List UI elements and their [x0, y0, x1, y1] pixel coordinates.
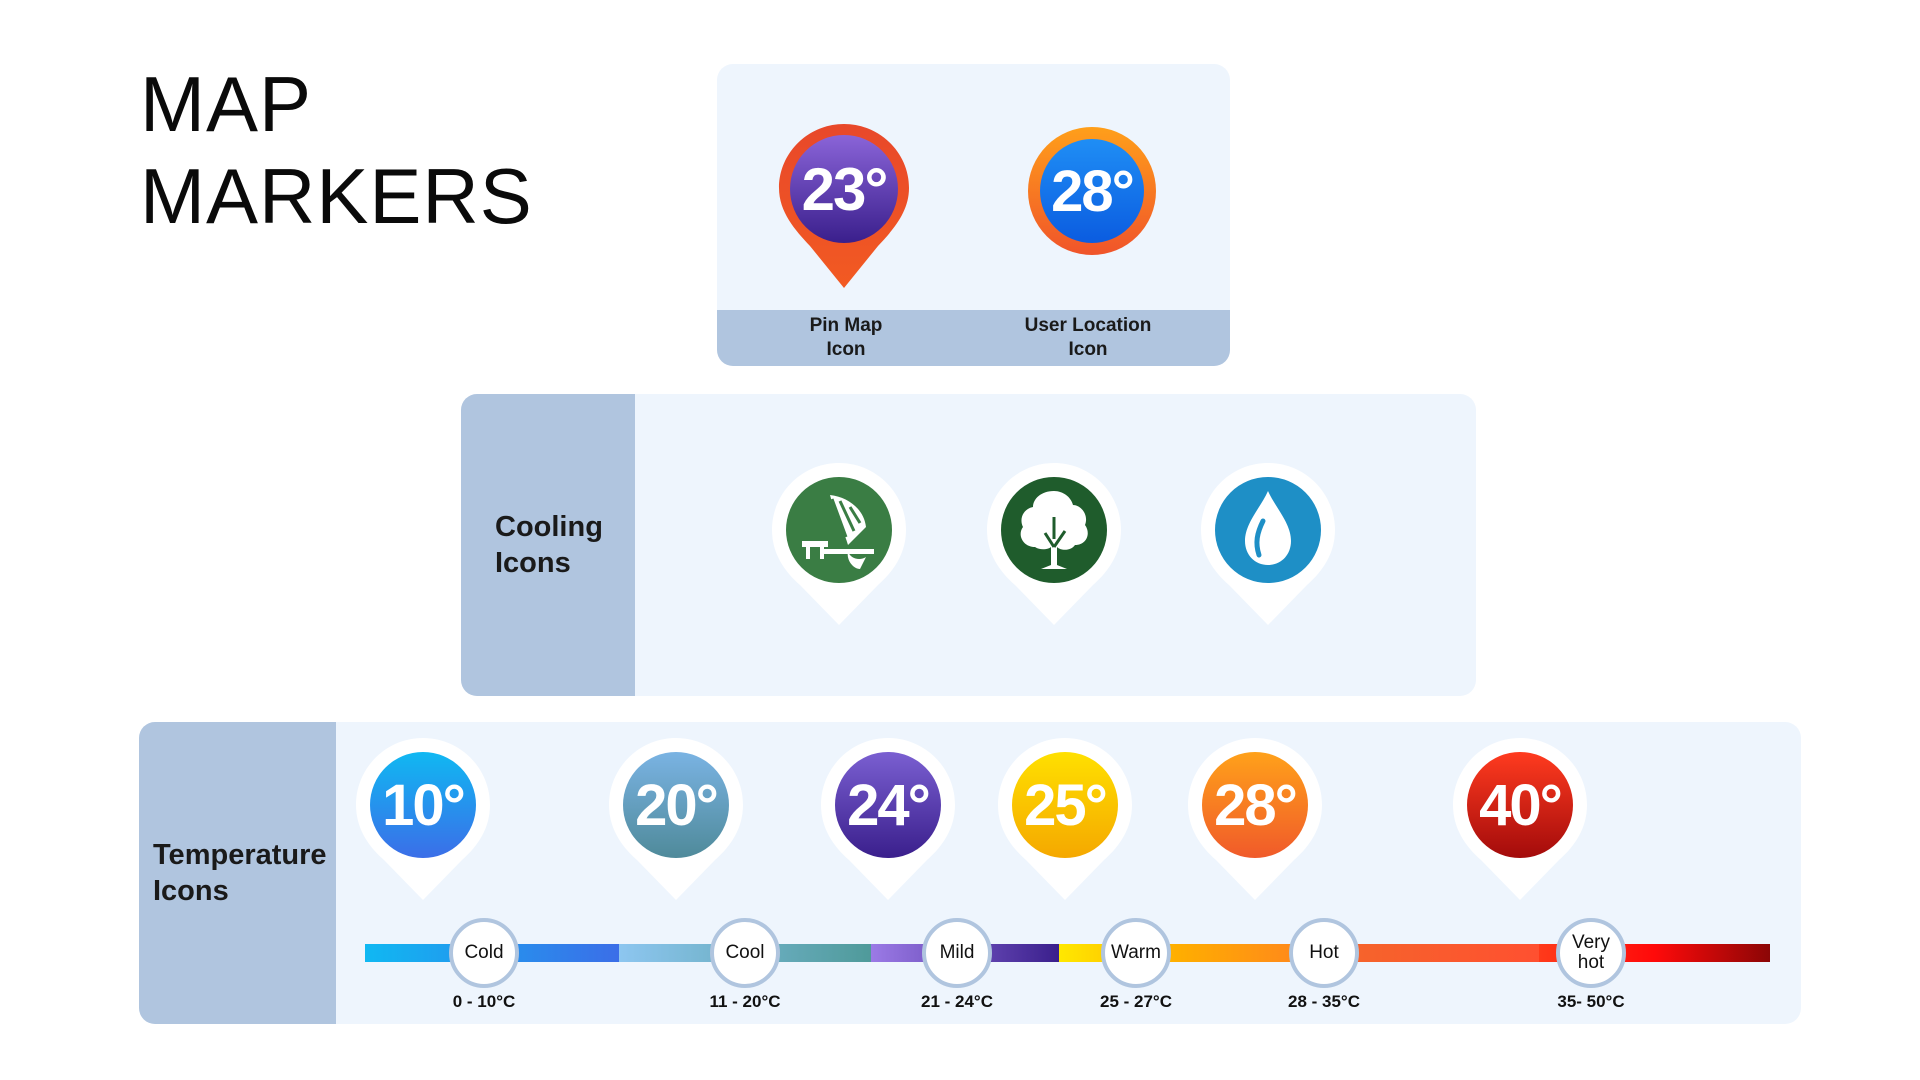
cooling-label-line-1: Cooling	[495, 511, 603, 543]
scale-badge: Cool	[710, 918, 780, 988]
pin-temperature: 23°	[801, 155, 889, 223]
scale-segment-warm	[1059, 944, 1294, 962]
water-drop-icon[interactable]	[1199, 461, 1337, 627]
scale-range: 28 - 35°C	[1287, 992, 1360, 1011]
shade-umbrella-bench-icon[interactable]	[770, 461, 908, 627]
pin-map-marker-icon[interactable]	[777, 122, 911, 292]
temperature-label-line-2: Icons	[153, 875, 229, 907]
temperature-marker-value: 20°	[623, 752, 729, 858]
cooling-icons-label: Cooling Icons	[461, 394, 635, 696]
user-location-caption-line-1: User Location	[1024, 315, 1152, 336]
scale-badge-label: Hot	[1309, 942, 1339, 963]
scale-range: 11 - 20°C	[709, 992, 781, 1011]
scale-badge-label: Warm	[1111, 942, 1161, 963]
temperature-marker-value: 24°	[835, 752, 941, 858]
temperature-marker-value: 10°	[370, 752, 476, 858]
scale-range: 21 - 24°C	[920, 992, 993, 1011]
scale-badge: Very hot	[1556, 918, 1626, 988]
scale-range: 0 - 10°C	[452, 992, 516, 1011]
temperature-marker-value: 25°	[1012, 752, 1118, 858]
temperature-icons-panel: Temperature Icons 10° 20° 24° 25° 28° 40° Col…	[139, 722, 1801, 1024]
map-marker-types-panel: 23° 28° Pin Map Icon User Location Icon	[717, 64, 1230, 366]
temperature-label-line-1: Temperature	[153, 839, 327, 871]
cooling-icons-panel: Cooling Icons	[461, 394, 1476, 696]
user-location-marker-icon[interactable]	[1027, 126, 1157, 256]
scale-range: 25 - 27°C	[1099, 992, 1172, 1011]
title-line-2: MARKERS	[140, 152, 533, 240]
scale-badge-label: Mild	[939, 942, 975, 963]
cooling-label-line-2: Icons	[495, 547, 571, 579]
temperature-marker-value: 40°	[1467, 752, 1573, 858]
temperature-icons-label: Temperature Icons	[139, 722, 336, 1024]
title-line-1: MAP	[140, 60, 313, 148]
scale-badge: Warm	[1101, 918, 1171, 988]
caption-bar	[717, 310, 1230, 366]
scale-badge-label: Cold	[464, 942, 504, 963]
scale-range: 35- 50°C	[1557, 992, 1625, 1011]
pin-map-caption: Pin Map Icon	[756, 314, 936, 362]
scale-badge: Cold	[449, 918, 519, 988]
location-temperature: 28°	[1051, 158, 1135, 224]
scale-badge: Hot	[1289, 918, 1359, 988]
scale-badge: Mild	[922, 918, 992, 988]
user-location-caption: User Location Icon	[998, 314, 1178, 362]
pin-map-caption-line-1: Pin Map	[809, 315, 883, 336]
user-location-caption-line-2: Icon	[1068, 339, 1108, 360]
pin-map-caption-line-2: Icon	[826, 339, 866, 360]
scale-badge-label: Cool	[725, 942, 765, 963]
scale-badge-label: Very	[1571, 932, 1611, 953]
tree-icon[interactable]	[985, 461, 1123, 627]
temperature-marker-value: 28°	[1202, 752, 1308, 858]
scale-badge-label-line-2: hot	[1577, 952, 1605, 973]
page-title: MAP MARKERS	[140, 58, 533, 242]
